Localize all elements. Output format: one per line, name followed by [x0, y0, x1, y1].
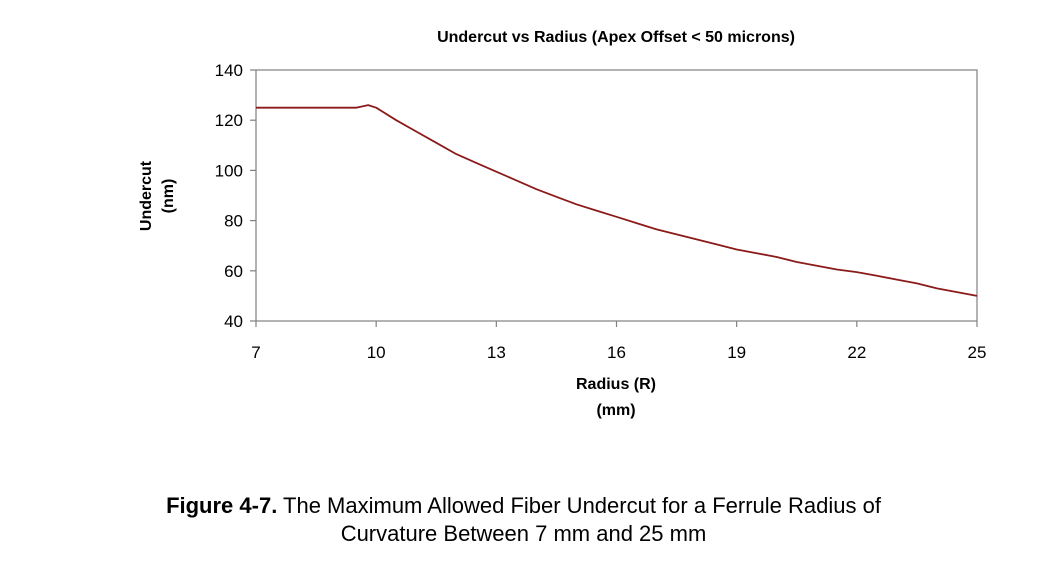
series-line-undercut [256, 104, 978, 297]
plot-frame [255, 69, 978, 322]
y-axis-title-line2: (nm) [160, 179, 177, 214]
chart: Undercut vs Radius (Apex Offset < 50 mic… [138, 29, 986, 419]
x-axis-title-line2: (mm) [596, 402, 635, 419]
x-tick-label: 16 [607, 343, 626, 362]
y-axis: 40 60 80 100 120 140 [215, 61, 256, 331]
caption-line-1: Figure 4-7. The Maximum Allowed Fiber Un… [0, 492, 1047, 520]
y-tick-label: 40 [224, 312, 243, 331]
caption-label: Figure 4-7. [166, 493, 278, 518]
x-axis: 7 10 13 16 19 22 25 [251, 321, 986, 362]
y-tick-label: 80 [224, 212, 243, 231]
y-tick-label: 100 [215, 161, 243, 180]
caption-line-2: Curvature Between 7 mm and 25 mm [340, 521, 707, 546]
y-tick-label: 120 [215, 111, 243, 130]
x-tick-label: 10 [367, 343, 386, 362]
plot-area [255, 69, 978, 322]
x-tick-label: 19 [727, 343, 746, 362]
x-axis-title-line1: Radius (R) [576, 376, 656, 393]
x-tick-label: 22 [847, 343, 866, 362]
caption-text-1: The Maximum Allowed Fiber Undercut for a… [277, 493, 881, 518]
x-tick-label: 13 [487, 343, 506, 362]
y-tick-label: 60 [224, 262, 243, 281]
y-tick-label: 140 [215, 61, 243, 80]
x-tick-label: 25 [968, 343, 987, 362]
y-axis-title: Undercut (nm) [138, 160, 177, 231]
x-tick-label: 7 [251, 343, 260, 362]
y-axis-title-line1: Undercut [138, 160, 155, 231]
chart-title: Undercut vs Radius (Apex Offset < 50 mic… [437, 29, 795, 46]
figure-caption: Figure 4-7. The Maximum Allowed Fiber Un… [0, 492, 1047, 548]
